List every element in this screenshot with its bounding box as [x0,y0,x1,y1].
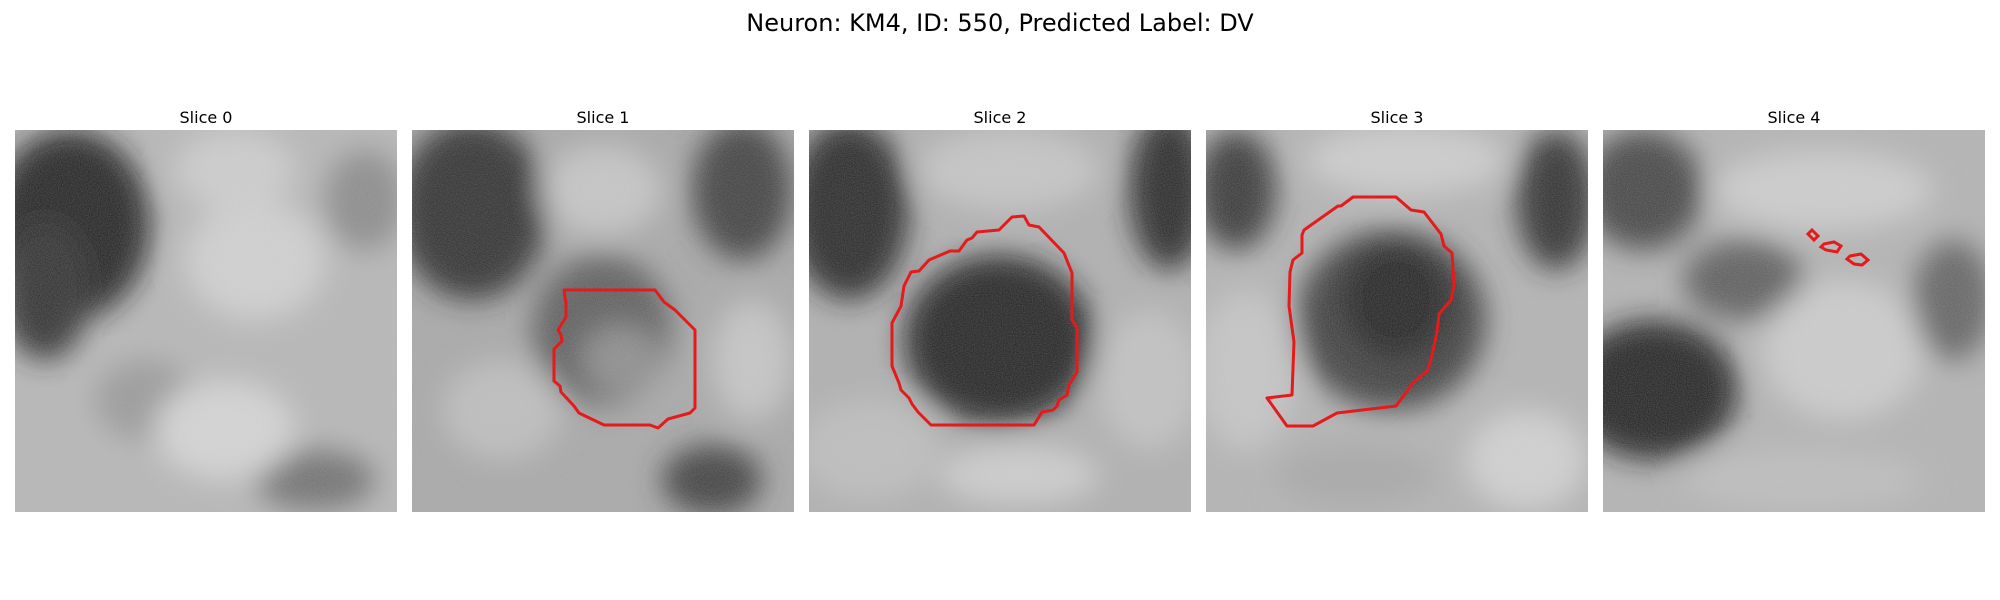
slice-title: Slice 3 [1370,108,1424,127]
neuron-contour [1844,252,1871,267]
neuron-contour [890,214,1079,427]
slice-panel-2: Slice 2 [809,108,1191,512]
slice-panel-4: Slice 4 [1603,108,1985,512]
slice-image-0 [15,130,397,512]
neuron-contour [1805,227,1821,243]
slice-panel-0: Slice 0 [15,108,397,512]
slice-title: Slice 1 [576,108,630,127]
slice-title: Slice 2 [973,108,1027,127]
neuron-contour [1818,240,1844,254]
slice-image-2 [809,130,1191,512]
slice-title: Slice 0 [179,108,233,127]
slice-title: Slice 4 [1767,108,1821,127]
figure-title: Neuron: KM4, ID: 550, Predicted Label: D… [746,9,1254,37]
neuron-contour [1265,195,1456,428]
slice-panel-1: Slice 1 [412,108,794,512]
slice-panel-3: Slice 3 [1206,108,1588,512]
neuron-contour [552,288,697,430]
slice-image-1 [412,130,794,512]
slice-image-3 [1206,130,1588,512]
slice-image-4 [1603,130,1985,512]
